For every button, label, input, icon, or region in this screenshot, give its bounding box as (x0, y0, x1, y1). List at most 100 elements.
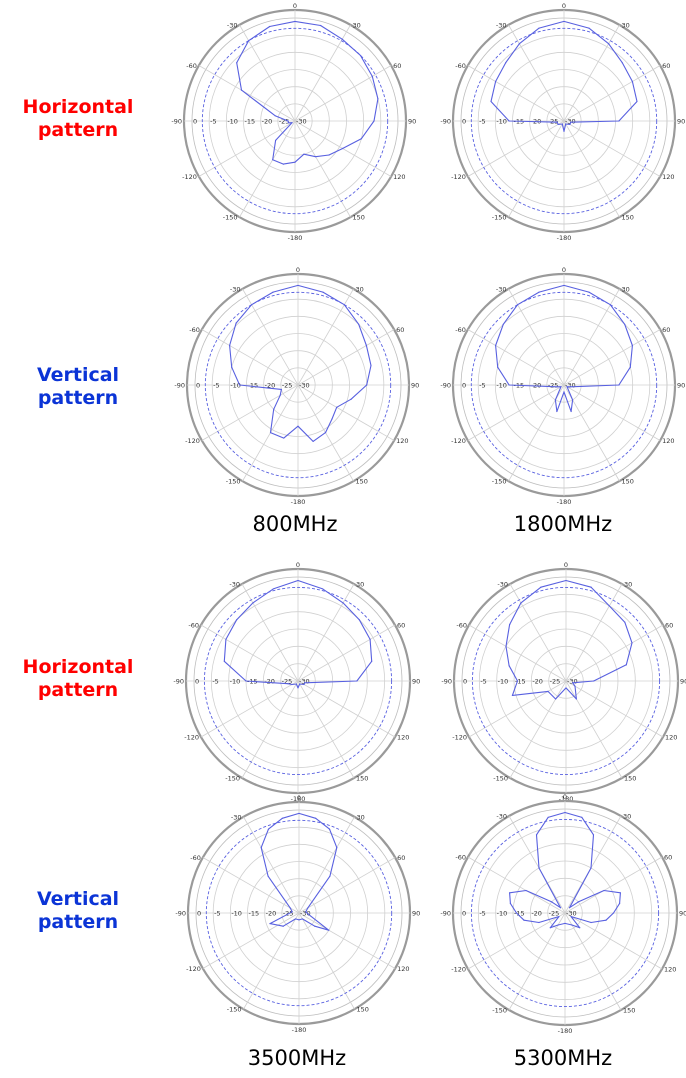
grid-spoke (467, 65, 565, 122)
angle-tick-label: 150 (622, 214, 634, 222)
angle-tick-label: 120 (662, 173, 674, 181)
pattern-point (360, 138, 362, 140)
angle-tick-label: 0 (297, 794, 301, 802)
angle-tick-label: -60 (455, 62, 466, 70)
pattern-point (509, 902, 511, 904)
grid-spoke (201, 384, 299, 441)
radial-tick-label: -5 (480, 678, 486, 686)
grid-spoke (198, 65, 296, 122)
reference-circle (470, 27, 658, 215)
pattern-point (305, 911, 307, 913)
radial-tick-label: -30 (565, 118, 576, 126)
polar-chart-vertical-3500mhz: 0 30 60 90 120 150 -180 -150 -120 -90 -60 -30 0 -5 -10… (175, 794, 420, 1034)
pattern-point (618, 384, 620, 386)
pattern-point (572, 682, 574, 684)
grid-spoke (508, 912, 566, 1011)
pattern-point (371, 660, 373, 662)
pattern-point (592, 834, 595, 836)
grid-spoke (564, 912, 663, 970)
pattern-point (570, 386, 572, 388)
grid-spoke (564, 856, 663, 914)
pattern-point (269, 922, 271, 925)
pattern-point (563, 20, 565, 23)
pattern-point (516, 680, 519, 682)
grid-spoke (201, 329, 299, 386)
row-label-line-2: pattern (37, 387, 119, 409)
radial-tick-label: -25 (548, 382, 559, 390)
angle-tick-label: -150 (226, 478, 241, 486)
pattern-point (366, 384, 368, 386)
pattern-point (297, 579, 299, 582)
pattern-point (239, 384, 241, 386)
pattern-point (304, 682, 306, 684)
pattern-point (590, 586, 592, 588)
pattern-point (273, 408, 275, 410)
pattern-point (518, 43, 520, 45)
pattern-point (342, 602, 344, 604)
radial-tick-label: -10 (498, 678, 509, 686)
angle-tick-label: -120 (451, 966, 466, 974)
radial-tick-label: 0 (463, 678, 467, 686)
pattern-point (297, 687, 299, 689)
grid-spoke (563, 288, 620, 386)
pattern-point (535, 834, 538, 836)
grid-spoke (198, 120, 296, 177)
pattern-point (331, 418, 333, 420)
pattern-point (566, 386, 568, 388)
angle-tick-label: -180 (292, 1026, 307, 1034)
pattern-point (358, 619, 360, 621)
radial-tick-label: -25 (550, 678, 561, 686)
pattern-point (574, 685, 576, 687)
pattern-point (307, 907, 309, 909)
pattern-point (547, 816, 549, 819)
angle-tick-label: 90 (411, 382, 419, 390)
angle-tick-label: 0 (562, 266, 566, 274)
radial-tick-label: 0 (462, 382, 466, 390)
pattern-point (560, 386, 562, 388)
row-label-line-2: pattern (37, 911, 119, 933)
grid-spoke (298, 857, 396, 914)
pattern-point (294, 20, 296, 23)
pattern-point (287, 683, 289, 685)
pattern-point (350, 398, 352, 400)
angle-tick-label: -60 (456, 622, 467, 630)
radial-tick-label: -30 (299, 678, 310, 686)
grid-spoke (467, 120, 565, 177)
angle-tick-label: 120 (397, 965, 409, 973)
radial-tick-label: -15 (514, 910, 525, 918)
pattern-point (314, 925, 316, 927)
grid-spoke (200, 624, 299, 682)
pattern-point (517, 304, 519, 306)
row-label-line-2: pattern (37, 119, 119, 141)
angle-tick-label: 120 (396, 437, 408, 445)
angle-tick-label: 0 (563, 793, 567, 801)
angle-tick-label: 60 (662, 62, 670, 70)
angle-tick-label: 30 (356, 285, 364, 293)
angle-tick-label: 30 (624, 581, 632, 589)
angle-tick-label: -180 (557, 498, 572, 506)
grid-spoke (467, 856, 566, 914)
angle-tick-label: -60 (189, 326, 200, 334)
pattern-point (495, 344, 497, 347)
pattern-point (556, 410, 558, 413)
pattern-point (281, 817, 283, 819)
grid-spoke (294, 120, 351, 218)
grid-spoke (297, 680, 396, 738)
angle-tick-label: 0 (564, 561, 568, 569)
reference-circle (201, 27, 389, 215)
grid-spoke (509, 583, 567, 682)
pattern-point (223, 660, 225, 662)
angle-tick-label: -30 (496, 813, 507, 821)
angle-tick-label: -30 (496, 21, 507, 29)
pattern-point (291, 683, 293, 686)
radial-tick-label: -10 (230, 382, 241, 390)
pattern-point (287, 122, 289, 124)
angle-tick-label: 120 (393, 173, 405, 181)
pattern-point (341, 147, 344, 150)
pattern-point (625, 664, 627, 666)
pattern-point (557, 924, 559, 926)
pattern-point (231, 366, 233, 368)
reference-circle (203, 586, 393, 776)
radial-tick-label: 0 (196, 382, 200, 390)
angle-tick-label: 60 (664, 854, 672, 862)
